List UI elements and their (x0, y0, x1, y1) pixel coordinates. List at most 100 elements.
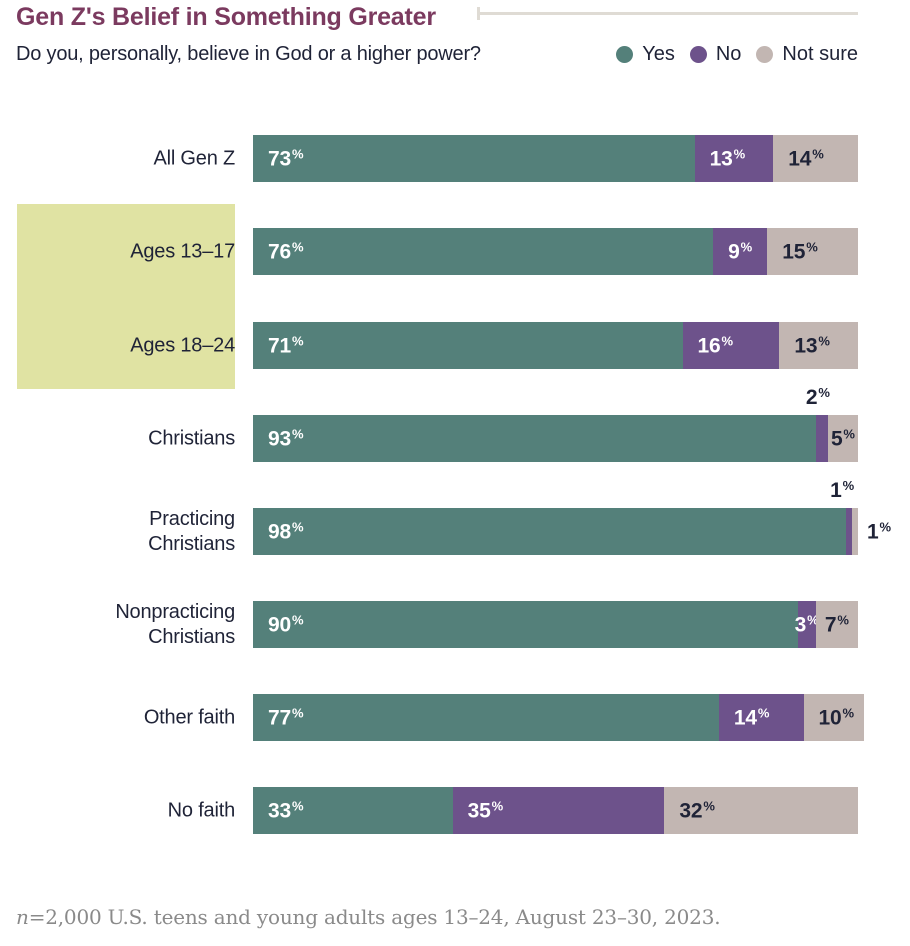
footnote-text: =2,000 U.S. teens and young adults ages … (28, 905, 721, 929)
percent-sign: % (842, 478, 855, 493)
percent-sign: % (703, 798, 715, 813)
value-label-no: 3% (794, 612, 819, 636)
legend: Yes No Not sure (616, 43, 858, 66)
value-label-yes: 93% (268, 426, 304, 450)
segment-yes: 33% (253, 787, 453, 834)
value-label-yes: 73% (268, 146, 304, 170)
chart-row-christians: Christians 93% 5% 2% (0, 385, 910, 462)
category-label: Other faith (143, 706, 235, 728)
value-label-no: 2% (805, 385, 830, 409)
category-label: Ages 18–24 (130, 334, 235, 356)
legend-label: Not sure (782, 43, 858, 65)
stacked-bar: 77% 14% 10% (253, 694, 865, 741)
category-label: Nonpracticing Christians (115, 600, 235, 648)
value-label-not-sure: 10% (818, 705, 855, 729)
segment-not-sure: 15% (767, 228, 858, 275)
segment-not-sure: 14% (773, 135, 858, 182)
percent-sign: % (879, 519, 891, 534)
value-label-yes: 98% (268, 519, 304, 543)
percent-sign: % (818, 385, 830, 400)
value-label-no: 14% (733, 705, 770, 729)
legend-label: Yes (642, 43, 675, 65)
percent-sign: % (740, 239, 753, 254)
value-label-no: 16% (697, 333, 734, 357)
segment-not-sure: 32% (664, 787, 858, 834)
value-label-no: 9% (728, 239, 753, 263)
percent-sign: % (733, 146, 746, 161)
segment-not-sure: 10% (803, 694, 865, 741)
value-label-no: 13% (709, 146, 746, 170)
chart-row-other-faith: Other faith 77% 14% 10% (0, 694, 910, 741)
chart-row-practicing-christians: Practicing Christians 98% 1% 1% (0, 478, 910, 555)
stacked-bar: 98% 1% 1% (253, 478, 891, 555)
segment-no (815, 415, 828, 462)
segment-yes: 90% (253, 601, 798, 648)
segment-not-sure: 5% (827, 415, 858, 462)
value-label-no: 1% (830, 478, 855, 502)
segment-no: 14% (718, 694, 804, 741)
value-label-not-sure: 32% (679, 798, 715, 822)
category-label: Practicing Christians (148, 507, 235, 555)
value-label-yes: 76% (268, 239, 304, 263)
footnote: n=2,000 U.S. teens and young adults ages… (16, 905, 721, 929)
stacked-bar: 71% 16% 13% (253, 322, 858, 369)
chart-subtitle: Do you, personally, believe in God or a … (16, 43, 481, 65)
chart-row-ages-18-24: Ages 18–24 71% 16% 13% (0, 322, 910, 369)
segment-not-sure: 7% (815, 601, 858, 648)
segment-yes: 77% (253, 694, 719, 741)
value-label-yes: 71% (268, 333, 304, 357)
chart-row-ages-13-17: Ages 13–17 76% 9% 15% (0, 228, 910, 275)
stacked-bar: 73% 13% 14% (253, 135, 858, 182)
segment-yes: 93% (253, 415, 816, 462)
legend-dot-yes (616, 46, 634, 63)
percent-sign: % (818, 333, 830, 348)
category-label: No faith (167, 799, 236, 821)
title-rule (480, 12, 858, 15)
stacked-bar: 33% 35% 32% (253, 787, 858, 834)
percent-sign: % (807, 612, 819, 627)
percent-sign: % (837, 612, 849, 627)
percent-sign: % (491, 798, 504, 813)
segment-yes: 98% (253, 508, 846, 555)
percent-sign: % (843, 426, 855, 441)
segment-no: 13% (694, 135, 774, 182)
segment-not-sure (851, 508, 858, 555)
footnote-n: n (16, 905, 29, 929)
title-rule-cap (477, 7, 480, 20)
legend-dot-not-sure (756, 46, 774, 63)
legend-item-not-sure: Not sure (756, 43, 858, 66)
segment-yes: 73% (253, 135, 695, 182)
segment-no: 16% (682, 322, 780, 369)
chart-row-no-faith: No faith 33% 35% 32% (0, 787, 910, 834)
stacked-bar: 76% 9% 15% (253, 228, 858, 275)
age-groups-highlight (17, 204, 235, 389)
value-label-not-sure: 15% (782, 239, 818, 263)
chart-row-nonpracticing-christians: Nonpracticing Christians 90% 3% 7% (0, 601, 910, 648)
legend-item-no: No (689, 43, 741, 66)
percent-sign: % (291, 705, 304, 720)
value-label-no: 35% (467, 798, 504, 822)
percent-sign: % (291, 333, 304, 348)
value-label-yes: 90% (268, 612, 304, 636)
value-label-not-sure: 1% (867, 519, 891, 543)
segment-yes: 71% (253, 322, 683, 369)
category-label: Ages 13–17 (130, 240, 235, 262)
segment-no (845, 508, 852, 555)
segment-yes: 76% (253, 228, 713, 275)
percent-sign: % (291, 426, 304, 441)
value-label-not-sure: 13% (794, 333, 830, 357)
chart-row-all-gen-z: All Gen Z 73% 13% 14% (0, 135, 910, 182)
stacked-bar: 90% 3% 7% (253, 601, 858, 648)
value-label-yes: 77% (268, 705, 304, 729)
percent-sign: % (291, 612, 304, 627)
legend-item-yes: Yes (616, 43, 675, 66)
percent-sign: % (812, 146, 824, 161)
percent-sign: % (806, 239, 818, 254)
percent-sign: % (291, 146, 304, 161)
percent-sign: % (291, 519, 304, 534)
value-label-not-sure: 7% (824, 612, 849, 636)
page-title: Gen Z's Belief in Something Greater (16, 3, 436, 31)
segment-no: 35% (452, 787, 665, 834)
category-label: Christians (148, 427, 235, 449)
value-label-not-sure: 5% (830, 426, 855, 450)
